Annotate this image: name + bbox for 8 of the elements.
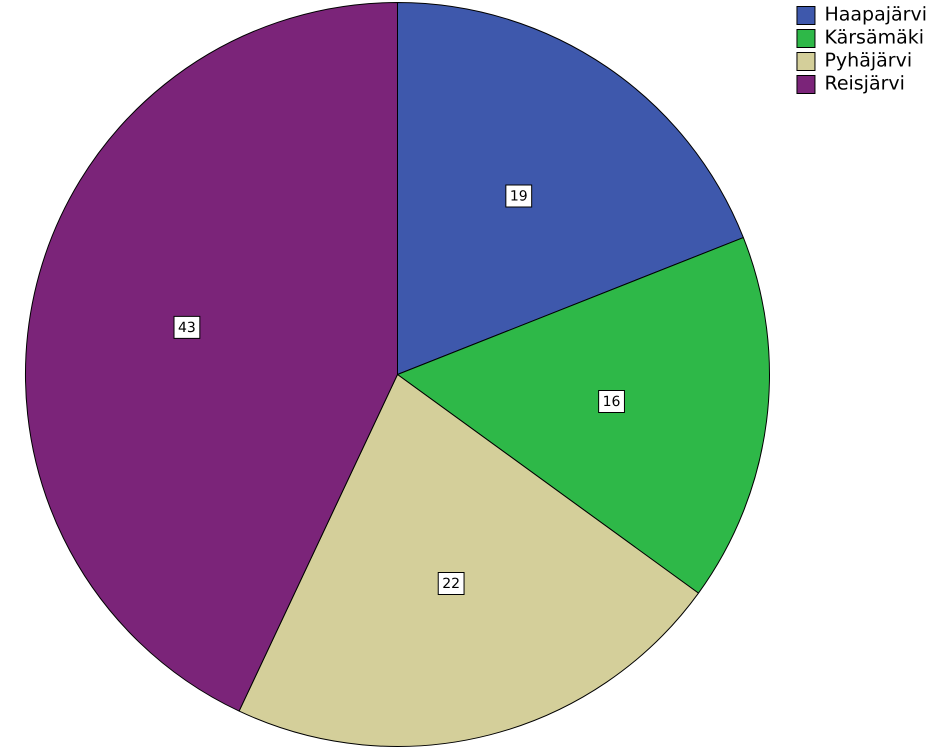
legend-label: Reisjärvi [824, 72, 905, 94]
legend-label: Haapajärvi [824, 3, 928, 26]
data-label: 22 [442, 576, 460, 592]
data-label: 43 [178, 320, 196, 336]
legend-label: Pyhäjärvi [824, 49, 912, 72]
data-label: 19 [510, 188, 528, 205]
data-label: 16 [602, 394, 621, 410]
legend-label: Kärsämäki [824, 26, 924, 48]
